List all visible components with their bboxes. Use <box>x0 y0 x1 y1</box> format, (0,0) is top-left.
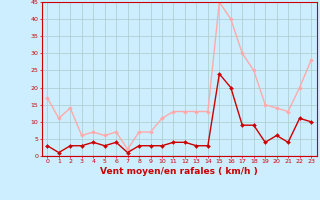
X-axis label: Vent moyen/en rafales ( km/h ): Vent moyen/en rafales ( km/h ) <box>100 167 258 176</box>
